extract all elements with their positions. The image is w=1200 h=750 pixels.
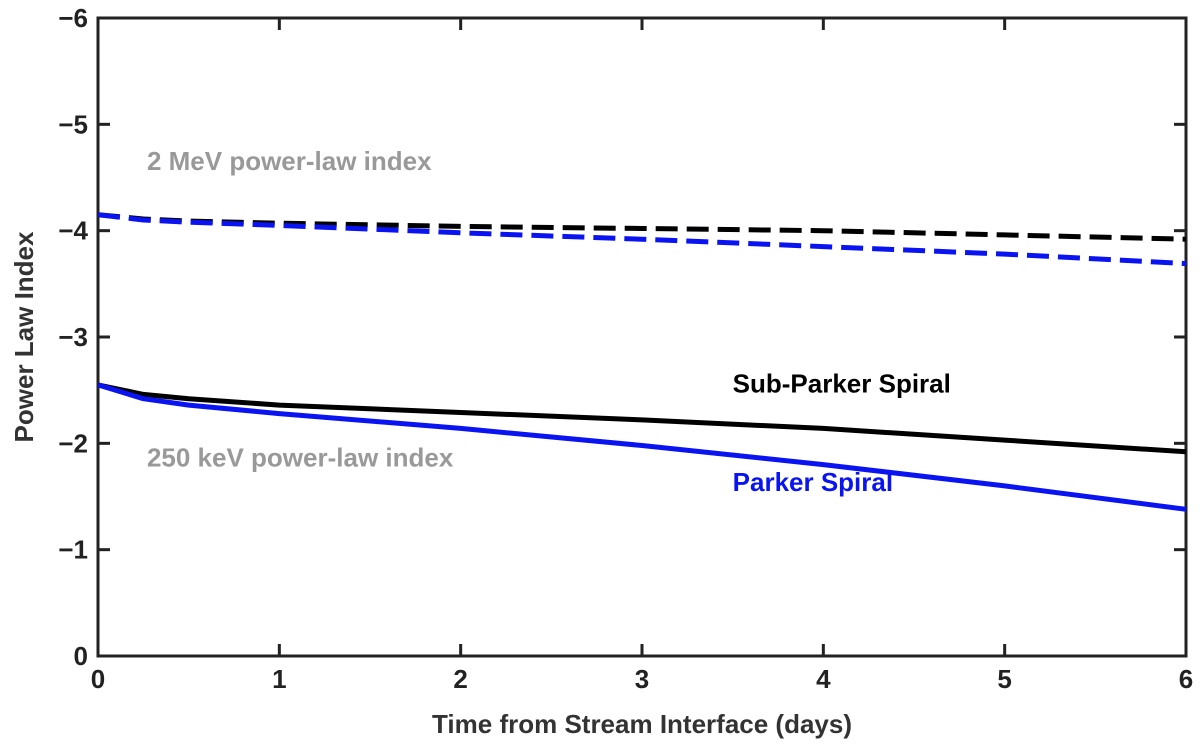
annotation-2: Sub-Parker Spiral (733, 368, 951, 398)
y-tick-label: 0 (74, 641, 88, 671)
x-tick-label: 3 (635, 664, 649, 694)
x-tick-label: 0 (91, 664, 105, 694)
annotation-3: Parker Spiral (733, 467, 893, 497)
x-tick-label: 2 (453, 664, 467, 694)
series-line-2 (97, 382, 1187, 455)
annotation-1: 250 keV power-law index (147, 443, 454, 473)
y-tick-label: −1 (58, 535, 88, 565)
annotation-0: 2 MeV power-law index (147, 146, 432, 176)
series-layer (97, 212, 1187, 512)
series-line-0 (97, 212, 1187, 242)
x-tick-label: 4 (816, 664, 831, 694)
x-axis-title: Time from Stream Interface (days) (432, 709, 852, 739)
series-line-3 (97, 382, 1187, 512)
y-tick-label: −4 (58, 216, 88, 246)
x-tick-label: 6 (1179, 664, 1193, 694)
annotation-layer: 2 MeV power-law index 250 keV power-law i… (147, 146, 951, 497)
y-tick-label: −3 (58, 322, 88, 352)
plot-frame (96, 16, 1188, 658)
tick-layer: 0 1 2 3 4 5 6 0 −1 −2 −3 −4 −5 −6 (58, 3, 1193, 694)
x-tick-label: 1 (272, 664, 286, 694)
y-axis-title: Power Law Index (9, 231, 39, 442)
y-tick-label: −5 (58, 109, 88, 139)
y-tick-label: −6 (58, 3, 88, 33)
y-tick-label: −2 (58, 428, 88, 458)
x-tick-label: 5 (997, 664, 1011, 694)
series-line-1 (97, 212, 1187, 267)
